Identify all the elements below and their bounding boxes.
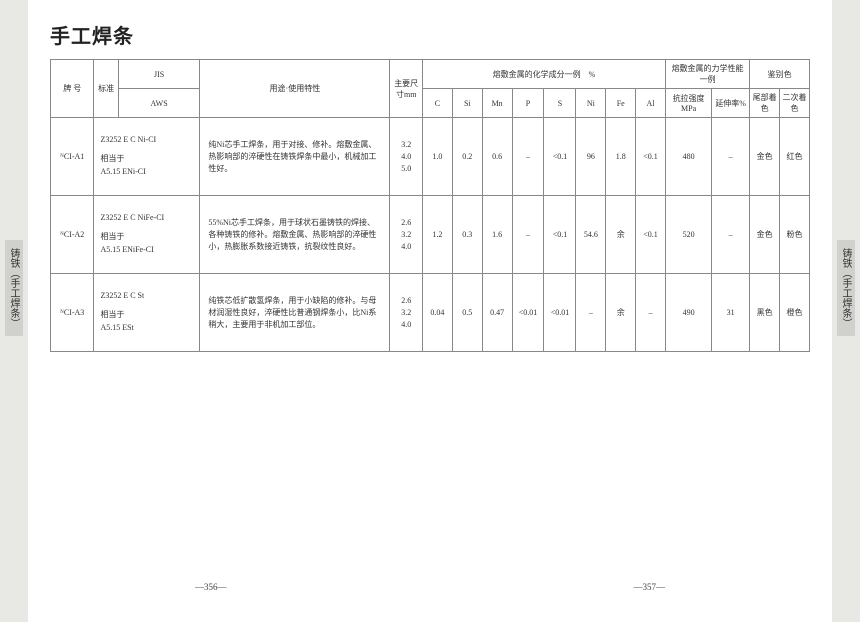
cell-elong: – [712, 196, 750, 274]
cell-ni: 96 [576, 118, 606, 196]
cell-brand: ᴺCI-A2 [51, 196, 94, 274]
cell-s: <0.1 [544, 196, 576, 274]
cell-tensile: 520 [665, 196, 711, 274]
cell-ni: – [576, 274, 606, 352]
th-ni: Ni [576, 89, 606, 118]
page-number-right: —357— [634, 582, 666, 592]
th-fe: Fe [606, 89, 636, 118]
cell-second: 红色 [780, 118, 810, 196]
cell-mn: 0.6 [482, 118, 512, 196]
cell-dims: 3.24.05.0 [390, 118, 423, 196]
table-row: ᴺCI-A2Z3252 E C NiFe-CI相当于A5.15 ENiFe-CI… [51, 196, 810, 274]
cell-tail: 金色 [750, 118, 780, 196]
page-number-left: —356— [195, 582, 227, 592]
th-chem-group: 熔敷金属的化学成分一例 % [422, 60, 665, 89]
cell-elong: – [712, 118, 750, 196]
cell-std: Z3252 E C NiFe-CI相当于A5.15 ENiFe-CI [94, 196, 200, 274]
th-standard: 标准 [94, 60, 118, 118]
th-jis: JIS [118, 60, 199, 89]
page-title: 手工焊条 [50, 20, 810, 49]
table-row: ᴺCI-A1Z3252 E C Ni-CI相当于A5.15 ENi-CI纯Ni芯… [51, 118, 810, 196]
th-tensile: 抗拉强度MPa [665, 89, 711, 118]
cell-mn: 1.6 [482, 196, 512, 274]
th-s: S [544, 89, 576, 118]
cell-tail: 黑色 [750, 274, 780, 352]
cell-second: 粉色 [780, 196, 810, 274]
th-elong: 延伸率% [712, 89, 750, 118]
cell-fe: 余 [606, 196, 636, 274]
th-tail: 尾部着色 [750, 89, 780, 118]
th-si: Si [452, 89, 482, 118]
cell-std: Z3252 E C St相当于A5.15 ESt [94, 274, 200, 352]
th-use: 用途·使用特性 [200, 60, 390, 118]
cell-p: – [512, 118, 544, 196]
th-aws: AWS [118, 89, 199, 118]
page-content: 手工焊条 牌 号 标准 JIS 用途·使用特性 主要尺寸mm 熔敷金属的化学成分… [50, 20, 810, 352]
cell-p: <0.01 [512, 274, 544, 352]
cell-fe: 1.8 [606, 118, 636, 196]
cell-c: 1.0 [422, 118, 452, 196]
side-tab-right: 铸铁（手工焊条） [837, 240, 855, 336]
cell-tensile: 490 [665, 274, 711, 352]
cell-second: 橙色 [780, 274, 810, 352]
th-mn: Mn [482, 89, 512, 118]
cell-si: 0.3 [452, 196, 482, 274]
cell-use: 纯铁芯低扩散氢焊条，用于小缺陷的修补。与母材润湿性良好，淬硬性比普通钢焊条小，比… [200, 274, 390, 352]
welding-rod-table: 牌 号 标准 JIS 用途·使用特性 主要尺寸mm 熔敷金属的化学成分一例 % … [50, 59, 810, 352]
cell-dims: 2.63.24.0 [390, 196, 423, 274]
cell-ni: 54.6 [576, 196, 606, 274]
cell-al: <0.1 [636, 196, 666, 274]
cell-c: 1.2 [422, 196, 452, 274]
cell-brand: ᴺCI-A3 [51, 274, 94, 352]
cell-mn: 0.47 [482, 274, 512, 352]
cell-brand: ᴺCI-A1 [51, 118, 94, 196]
cell-tail: 金色 [750, 196, 780, 274]
cell-std: Z3252 E C Ni-CI相当于A5.15 ENi-CI [94, 118, 200, 196]
cell-al: – [636, 274, 666, 352]
th-dim: 主要尺寸mm [390, 60, 423, 118]
cell-tensile: 480 [665, 118, 711, 196]
cell-al: <0.1 [636, 118, 666, 196]
th-mech-group: 熔敷金属的力学性能一例 [665, 60, 749, 89]
cell-si: 0.2 [452, 118, 482, 196]
th-c: C [422, 89, 452, 118]
cell-p: – [512, 196, 544, 274]
cell-c: 0.04 [422, 274, 452, 352]
cell-s: <0.1 [544, 118, 576, 196]
cell-elong: 31 [712, 274, 750, 352]
table-row: ᴺCI-A3Z3252 E C St相当于A5.15 ESt纯铁芯低扩散氢焊条，… [51, 274, 810, 352]
cell-si: 0.5 [452, 274, 482, 352]
th-p: P [512, 89, 544, 118]
th-al: Al [636, 89, 666, 118]
th-second: 二次着色 [780, 89, 810, 118]
cell-fe: 余 [606, 274, 636, 352]
th-brand: 牌 号 [51, 60, 94, 118]
cell-dims: 2.63.24.0 [390, 274, 423, 352]
side-tab-left: 铸铁（手工焊条） [5, 240, 23, 336]
cell-s: <0.01 [544, 274, 576, 352]
cell-use: 55%Ni芯手工焊条，用于球状石墨铸铁的焊接、各种铸铁的修补。熔敷金属、热影响部… [200, 196, 390, 274]
cell-use: 纯Ni芯手工焊条，用于对接、修补。熔敷金属、热影响部的淬硬性在铸铁焊条中最小，机… [200, 118, 390, 196]
th-color-group: 鉴别色 [750, 60, 810, 89]
